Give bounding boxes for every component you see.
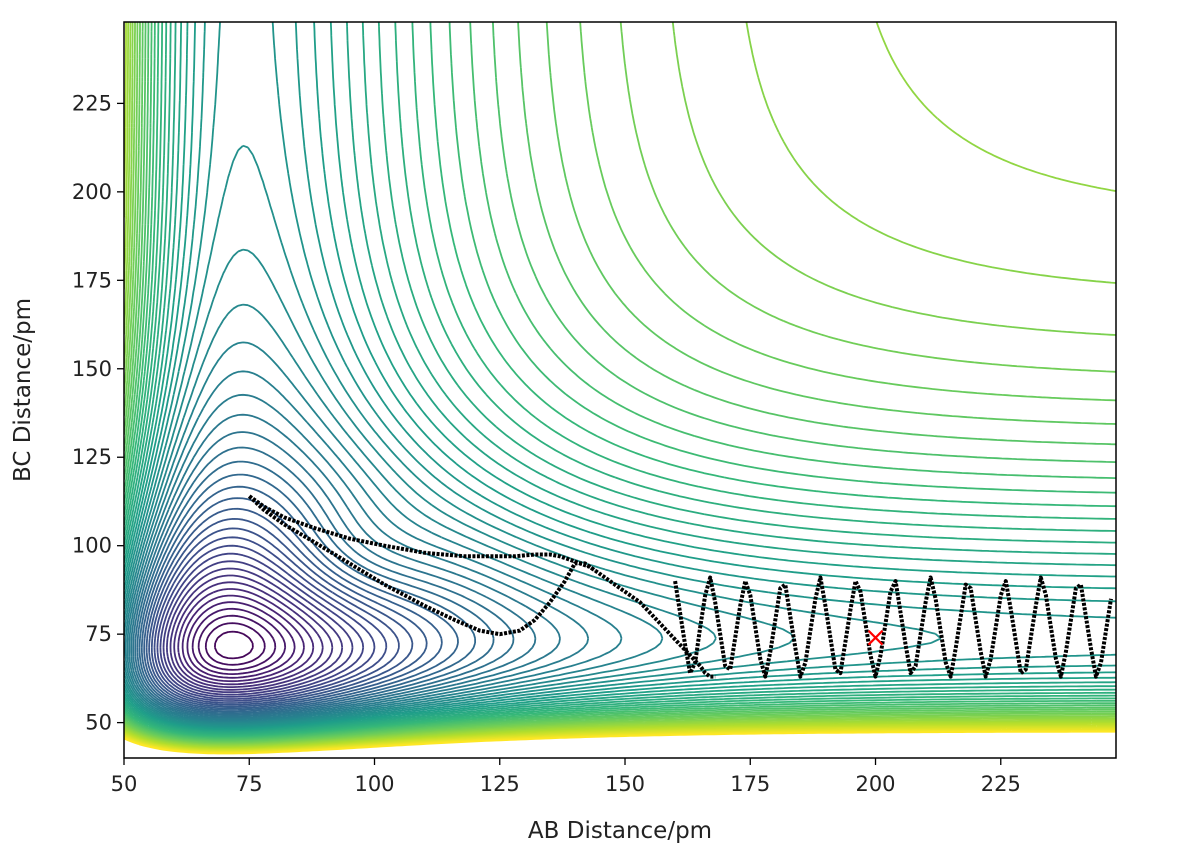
contour-line bbox=[132, 431, 537, 718]
contour-line bbox=[124, 22, 1116, 736]
plot-frame bbox=[123, 21, 1117, 759]
contour-line bbox=[124, 22, 1116, 738]
contour-line bbox=[214, 630, 254, 660]
contour-line bbox=[124, 22, 1116, 734]
y-axis-ticks: 50 75 100 125 150 175 200 225 bbox=[72, 91, 124, 735]
x-axis-label: AB Distance/pm bbox=[528, 818, 712, 844]
contour-line bbox=[124, 22, 1116, 731]
contour-line bbox=[124, 22, 1116, 740]
contour-line bbox=[162, 560, 354, 696]
contour-line bbox=[124, 22, 1116, 737]
x-tick-label: 175 bbox=[730, 772, 770, 796]
y-tick-label: 100 bbox=[72, 534, 112, 558]
contour-line bbox=[134, 446, 515, 716]
y-axis-label: BC Distance/pm bbox=[10, 298, 36, 482]
contour-line bbox=[140, 485, 459, 711]
x-tick-label: 50 bbox=[111, 772, 138, 796]
contour-line bbox=[148, 518, 414, 706]
x-tick-label: 225 bbox=[981, 772, 1021, 796]
contour-line bbox=[124, 248, 795, 726]
y-tick-label: 200 bbox=[72, 180, 112, 204]
contour-line bbox=[186, 601, 296, 679]
x-axis-ticks: 50 75 100 125 150 175 200 225 bbox=[111, 758, 1021, 796]
contour-line bbox=[124, 22, 1116, 735]
contour-line bbox=[124, 730, 1116, 755]
x-tick-label: 150 bbox=[605, 772, 645, 796]
trajectory-lines bbox=[247, 494, 1113, 679]
contour-line bbox=[124, 22, 1116, 741]
contour-line bbox=[124, 22, 1116, 739]
plot-background bbox=[124, 22, 1116, 758]
trajectory-line bbox=[673, 575, 1113, 679]
contour-line bbox=[124, 144, 942, 727]
contour-line bbox=[197, 614, 277, 671]
contour-line bbox=[124, 341, 664, 723]
contour-line bbox=[150, 527, 400, 704]
contour-line bbox=[181, 594, 305, 683]
trajectory-line bbox=[247, 494, 597, 637]
y-tick-label: 225 bbox=[72, 91, 112, 115]
x-tick-label: 200 bbox=[855, 772, 895, 796]
contour-line bbox=[128, 393, 590, 720]
contour-line bbox=[177, 588, 315, 686]
y-tick-label: 50 bbox=[85, 711, 112, 735]
marker-layer bbox=[867, 629, 884, 646]
x-tick-label: 100 bbox=[354, 772, 394, 796]
contour-line bbox=[153, 536, 388, 702]
contour-line bbox=[169, 574, 334, 691]
x-tick-label: 125 bbox=[480, 772, 520, 796]
y-tick-label: 150 bbox=[72, 357, 112, 381]
contour-line bbox=[124, 22, 1116, 730]
contour-line bbox=[156, 544, 376, 700]
contour-line bbox=[159, 552, 365, 698]
contour-line bbox=[191, 607, 287, 675]
contour-line bbox=[145, 507, 428, 708]
contour-line bbox=[166, 567, 344, 694]
contour-line bbox=[126, 370, 623, 722]
y-tick-label: 125 bbox=[72, 445, 112, 469]
end-point-marker bbox=[867, 629, 884, 646]
contour-line bbox=[124, 22, 1116, 733]
y-tick-label: 175 bbox=[72, 268, 112, 292]
contour-line bbox=[124, 303, 717, 724]
x-tick-label: 75 bbox=[236, 772, 263, 796]
contour-lines bbox=[124, 22, 1116, 755]
contour-line bbox=[136, 460, 495, 715]
contour-line bbox=[173, 581, 324, 688]
y-tick-label: 75 bbox=[85, 622, 112, 646]
contour-line bbox=[204, 622, 266, 666]
